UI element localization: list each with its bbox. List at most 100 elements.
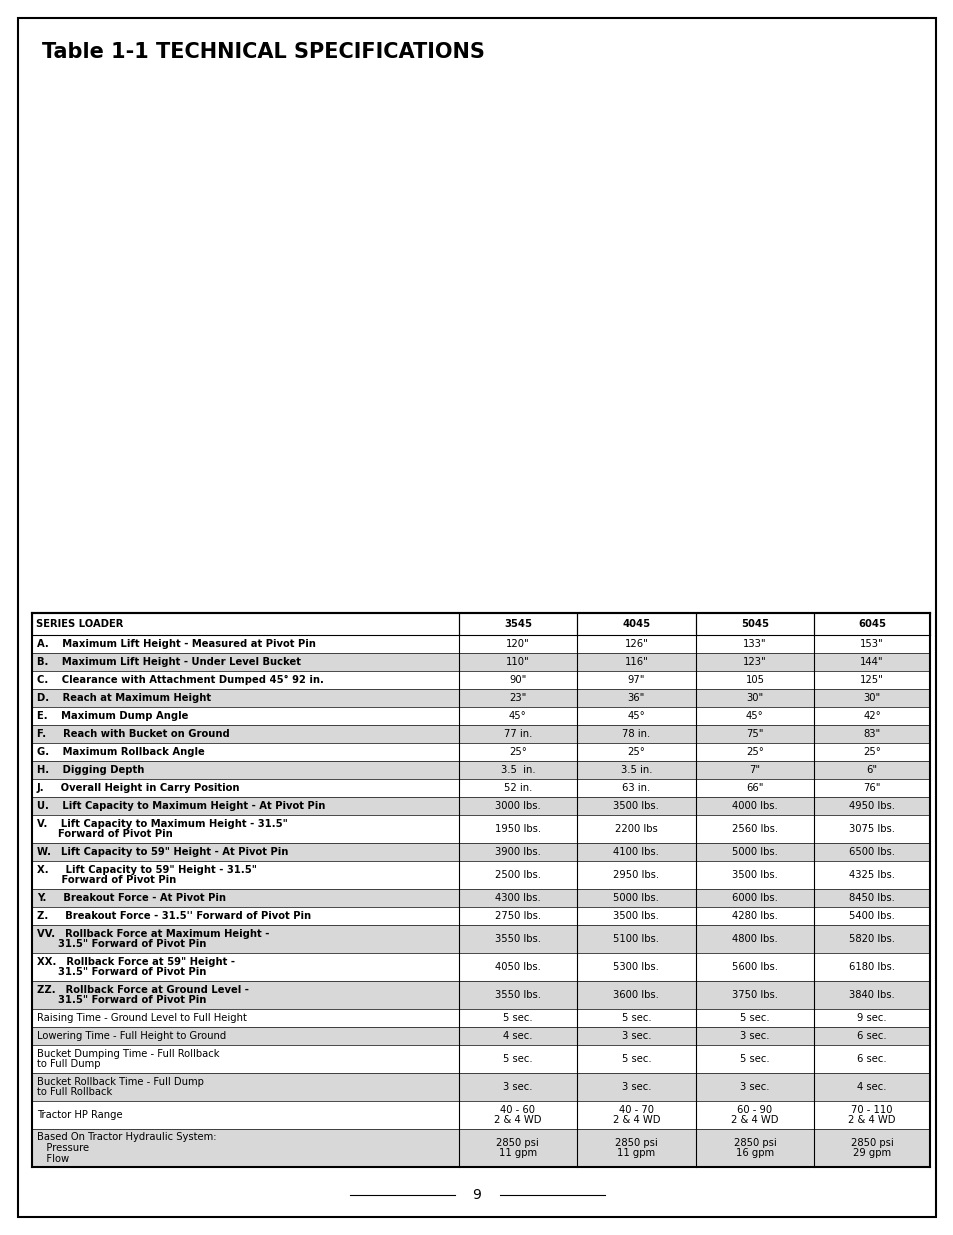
Text: 25°: 25° — [627, 747, 644, 757]
Text: Z.   Breakout Force - 31.5'' Forward of Pivot Pin: Z. Breakout Force - 31.5'' Forward of Pi… — [37, 911, 311, 921]
Text: 60 - 90: 60 - 90 — [737, 1105, 772, 1115]
Text: C.  Clearance with Attachment Dumped 45° 92 in.: C. Clearance with Attachment Dumped 45° … — [37, 676, 323, 685]
Text: to Full Dump: to Full Dump — [37, 1060, 100, 1070]
Text: 105: 105 — [744, 676, 763, 685]
Bar — [32, 725, 929, 743]
Text: 2750 lbs.: 2750 lbs. — [495, 911, 540, 921]
Text: 2 & 4 WD: 2 & 4 WD — [612, 1115, 659, 1125]
Text: 4000 lbs.: 4000 lbs. — [731, 802, 777, 811]
Text: 2850 psi: 2850 psi — [615, 1137, 657, 1147]
Text: 5045: 5045 — [740, 619, 768, 629]
Text: to Full Rollback: to Full Rollback — [37, 1087, 112, 1097]
Text: 5400 lbs.: 5400 lbs. — [848, 911, 894, 921]
Text: D.  Reach at Maximum Height: D. Reach at Maximum Height — [37, 693, 211, 703]
Text: 2850 psi: 2850 psi — [850, 1137, 893, 1147]
Text: ZZ. Rollback Force at Ground Level -: ZZ. Rollback Force at Ground Level - — [37, 984, 249, 994]
Bar — [32, 779, 929, 797]
Text: 63 in.: 63 in. — [621, 783, 650, 793]
Text: 76": 76" — [862, 783, 880, 793]
Text: H.  Digging Depth: H. Digging Depth — [37, 764, 144, 776]
Text: 144": 144" — [860, 657, 883, 667]
Text: 40 - 60: 40 - 60 — [499, 1105, 535, 1115]
Text: 3550 lbs.: 3550 lbs. — [495, 934, 540, 944]
Bar — [32, 635, 929, 653]
Text: J.   Overall Height in Carry Position: J. Overall Height in Carry Position — [37, 783, 240, 793]
Bar — [32, 653, 929, 671]
Text: A.  Maximum Lift Height - Measured at Pivot Pin: A. Maximum Lift Height - Measured at Piv… — [37, 638, 315, 650]
Text: 2850 psi: 2850 psi — [496, 1137, 538, 1147]
Text: 3 sec.: 3 sec. — [740, 1082, 769, 1092]
Text: Y.   Breakout Force - At Pivot Pin: Y. Breakout Force - At Pivot Pin — [37, 893, 226, 903]
Text: 3550 lbs.: 3550 lbs. — [495, 990, 540, 1000]
Bar — [32, 613, 929, 635]
Text: Lowering Time - Full Height to Ground: Lowering Time - Full Height to Ground — [37, 1031, 226, 1041]
Bar — [32, 761, 929, 779]
Bar — [32, 889, 929, 906]
Text: 8450 lbs.: 8450 lbs. — [848, 893, 894, 903]
Text: 5300 lbs.: 5300 lbs. — [613, 962, 659, 972]
Text: W. Lift Capacity to 59" Height - At Pivot Pin: W. Lift Capacity to 59" Height - At Pivo… — [37, 847, 288, 857]
Bar — [32, 689, 929, 706]
Text: 6180 lbs.: 6180 lbs. — [848, 962, 894, 972]
Text: 4100 lbs.: 4100 lbs. — [613, 847, 659, 857]
Text: 3.5  in.: 3.5 in. — [500, 764, 535, 776]
Text: 5600 lbs.: 5600 lbs. — [731, 962, 777, 972]
Text: Pressure: Pressure — [37, 1144, 89, 1153]
Text: 66": 66" — [745, 783, 762, 793]
Text: 31.5" Forward of Pivot Pin: 31.5" Forward of Pivot Pin — [37, 940, 206, 950]
Text: 11 gpm: 11 gpm — [617, 1149, 655, 1158]
Text: 3545: 3545 — [503, 619, 531, 629]
Text: 5 sec.: 5 sec. — [502, 1053, 532, 1065]
Text: 6 sec.: 6 sec. — [857, 1053, 886, 1065]
Text: Tractor HP Range: Tractor HP Range — [37, 1110, 123, 1120]
Bar — [32, 1100, 929, 1129]
Text: 4050 lbs.: 4050 lbs. — [495, 962, 540, 972]
Bar — [32, 797, 929, 815]
Text: 2560 lbs.: 2560 lbs. — [731, 824, 777, 834]
Text: 25°: 25° — [745, 747, 763, 757]
Bar — [32, 1045, 929, 1073]
Text: 3000 lbs.: 3000 lbs. — [495, 802, 540, 811]
Text: 29 gpm: 29 gpm — [852, 1149, 890, 1158]
Text: 5 sec.: 5 sec. — [621, 1013, 651, 1023]
Text: 36": 36" — [627, 693, 644, 703]
Text: 3840 lbs.: 3840 lbs. — [848, 990, 894, 1000]
Text: 45°: 45° — [627, 711, 644, 721]
Text: 3750 lbs.: 3750 lbs. — [731, 990, 777, 1000]
Text: 16 gpm: 16 gpm — [735, 1149, 773, 1158]
Bar — [32, 706, 929, 725]
Text: 5820 lbs.: 5820 lbs. — [848, 934, 894, 944]
Text: 2850 psi: 2850 psi — [733, 1137, 776, 1147]
Text: B.  Maximum Lift Height - Under Level Bucket: B. Maximum Lift Height - Under Level Buc… — [37, 657, 301, 667]
Text: 5000 lbs.: 5000 lbs. — [731, 847, 777, 857]
Text: 2950 lbs.: 2950 lbs. — [613, 869, 659, 881]
Text: 3600 lbs.: 3600 lbs. — [613, 990, 659, 1000]
Bar — [32, 671, 929, 689]
Text: Flow: Flow — [37, 1153, 69, 1163]
Text: 4800 lbs.: 4800 lbs. — [731, 934, 777, 944]
Text: 75": 75" — [745, 729, 762, 739]
Text: 2 & 4 WD: 2 & 4 WD — [494, 1115, 541, 1125]
Text: 6045: 6045 — [857, 619, 885, 629]
Text: 6000 lbs.: 6000 lbs. — [731, 893, 777, 903]
Text: 2200 lbs: 2200 lbs — [615, 824, 657, 834]
Text: 1950 lbs.: 1950 lbs. — [495, 824, 540, 834]
Text: 3500 lbs.: 3500 lbs. — [613, 911, 659, 921]
Text: 5 sec.: 5 sec. — [740, 1013, 769, 1023]
Text: U.  Lift Capacity to Maximum Height - At Pivot Pin: U. Lift Capacity to Maximum Height - At … — [37, 802, 325, 811]
Text: 126": 126" — [624, 638, 648, 650]
Text: 3 sec.: 3 sec. — [502, 1082, 532, 1092]
Bar — [32, 815, 929, 844]
Text: 4300 lbs.: 4300 lbs. — [495, 893, 540, 903]
Text: 3 sec.: 3 sec. — [740, 1031, 769, 1041]
Text: 42°: 42° — [862, 711, 880, 721]
Text: 5000 lbs.: 5000 lbs. — [613, 893, 659, 903]
Text: G.  Maximum Rollback Angle: G. Maximum Rollback Angle — [37, 747, 205, 757]
Text: 4950 lbs.: 4950 lbs. — [848, 802, 894, 811]
Text: 31.5" Forward of Pivot Pin: 31.5" Forward of Pivot Pin — [37, 995, 206, 1005]
Text: 11 gpm: 11 gpm — [498, 1149, 537, 1158]
Text: XX. Rollback Force at 59" Height -: XX. Rollback Force at 59" Height - — [37, 957, 234, 967]
Text: 6500 lbs.: 6500 lbs. — [848, 847, 894, 857]
Bar — [32, 925, 929, 953]
Text: 3.5 in.: 3.5 in. — [620, 764, 652, 776]
